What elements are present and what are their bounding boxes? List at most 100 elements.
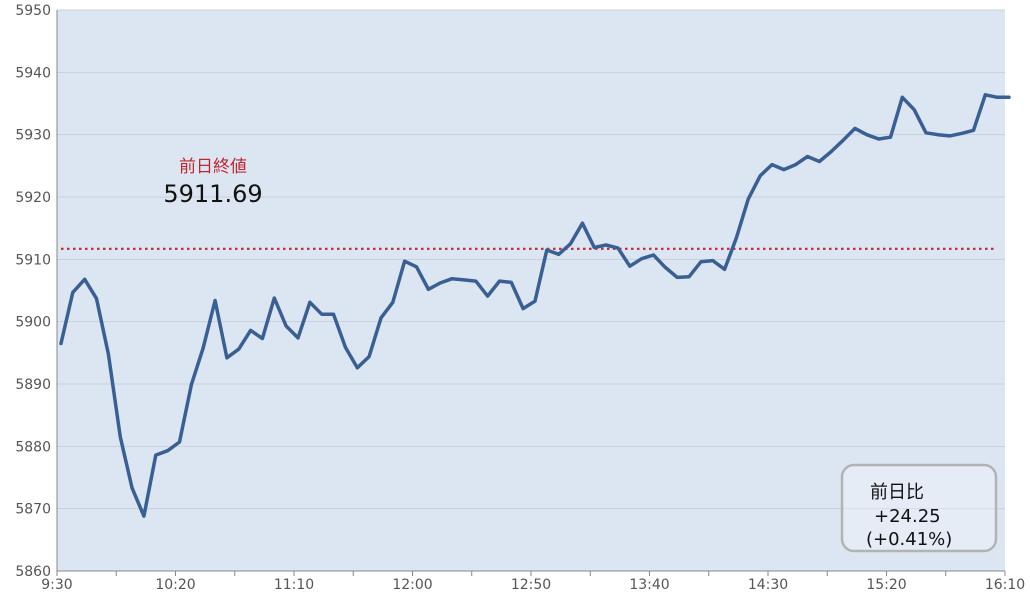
data-point — [83, 277, 87, 281]
data-point — [497, 279, 501, 283]
axes — [56, 10, 1006, 576]
gridlines — [57, 9, 1005, 572]
data-point — [723, 267, 727, 271]
y-tick-label: 5920 — [15, 190, 51, 206]
change-box-percent: (+0.41%) — [866, 529, 952, 550]
data-point — [794, 163, 798, 167]
x-tick-label: 12:50 — [511, 577, 551, 593]
data-point — [415, 265, 418, 269]
data-point — [426, 287, 430, 291]
y-tick-label: 5910 — [15, 252, 51, 268]
data-point — [450, 277, 454, 281]
data-point — [889, 135, 892, 139]
data-point — [806, 154, 810, 158]
data-point — [640, 257, 644, 261]
data-point — [865, 133, 869, 137]
data-point — [237, 347, 241, 351]
y-tick-label: 5860 — [15, 564, 51, 580]
x-tick-label: 12:00 — [392, 577, 432, 593]
data-point — [770, 163, 774, 167]
data-point — [675, 275, 679, 279]
data-point — [379, 316, 383, 320]
data-point — [841, 138, 845, 142]
change-box-value: +24.25 — [874, 506, 941, 527]
data-point — [308, 300, 312, 304]
data-point — [403, 259, 407, 263]
data-point — [118, 435, 122, 439]
data-point — [652, 253, 655, 257]
data-point — [971, 128, 975, 132]
data-point — [628, 264, 632, 268]
data-point — [296, 336, 300, 340]
previous-close-label: 前日終値 — [179, 157, 247, 177]
x-tick-label: 15:20 — [866, 577, 906, 593]
data-point — [853, 126, 857, 130]
data-point — [711, 259, 715, 263]
previous-close-value: 5911.69 — [163, 180, 262, 208]
data-point — [592, 245, 596, 249]
data-point — [130, 486, 134, 490]
x-tick-label: 16:10 — [985, 577, 1025, 593]
data-point — [272, 296, 276, 300]
data-point — [983, 93, 987, 97]
data-point — [486, 294, 490, 298]
data-point — [557, 252, 561, 256]
data-point — [663, 265, 667, 269]
data-point — [521, 307, 525, 311]
data-point — [746, 197, 750, 201]
data-point — [509, 280, 513, 284]
x-tick-label: 9:30 — [41, 577, 72, 593]
data-point — [201, 346, 205, 350]
data-point — [960, 131, 964, 135]
data-point — [249, 328, 253, 332]
data-point — [569, 242, 573, 246]
data-point — [474, 279, 478, 283]
data-point — [71, 290, 75, 294]
data-point — [95, 297, 99, 301]
data-point — [260, 336, 264, 340]
data-point — [166, 449, 170, 453]
data-point — [687, 275, 691, 279]
data-point — [699, 260, 703, 264]
y-tick-label: 5880 — [15, 439, 51, 455]
data-point — [533, 299, 537, 303]
data-point — [545, 248, 549, 252]
data-point — [580, 221, 584, 225]
data-point — [438, 281, 442, 285]
y-tick-label: 5940 — [15, 65, 51, 81]
data-point — [948, 134, 952, 138]
data-point — [877, 137, 881, 141]
data-point — [900, 95, 904, 99]
price-series-points — [59, 93, 1011, 518]
data-point — [189, 383, 193, 387]
data-point — [391, 300, 395, 304]
y-tick-label: 5870 — [15, 502, 51, 518]
data-point — [462, 278, 466, 282]
plot-area — [57, 10, 1005, 571]
y-tick-label: 5950 — [15, 3, 51, 19]
data-point — [829, 149, 833, 153]
y-tick-label: 5930 — [15, 128, 51, 144]
data-point — [367, 355, 371, 359]
data-point — [616, 246, 620, 250]
data-point — [284, 324, 288, 328]
data-point — [225, 356, 229, 360]
x-tick-label: 14:30 — [748, 577, 788, 593]
data-point — [320, 312, 324, 316]
data-point — [332, 312, 336, 316]
x-tick-label: 10:20 — [155, 577, 195, 593]
x-tick-label: 11:10 — [274, 577, 314, 593]
data-point — [734, 236, 738, 240]
data-point — [924, 131, 928, 135]
data-point — [343, 345, 347, 349]
data-point — [154, 453, 158, 457]
x-tick-label: 13:40 — [629, 577, 669, 593]
y-tick-label: 5890 — [15, 377, 51, 393]
data-point — [995, 95, 999, 99]
y-axis-tick-labels: 5860 5870 5880 5890 5900 5910 5920 5930 5940 5950 — [15, 3, 51, 580]
data-point — [758, 174, 762, 178]
data-point — [782, 168, 786, 172]
data-point — [142, 514, 146, 518]
x-axis-tick-labels: 9:30 10:20 11:10 12:00 12:50 13:40 14:30 15:20 1… — [41, 577, 1025, 593]
